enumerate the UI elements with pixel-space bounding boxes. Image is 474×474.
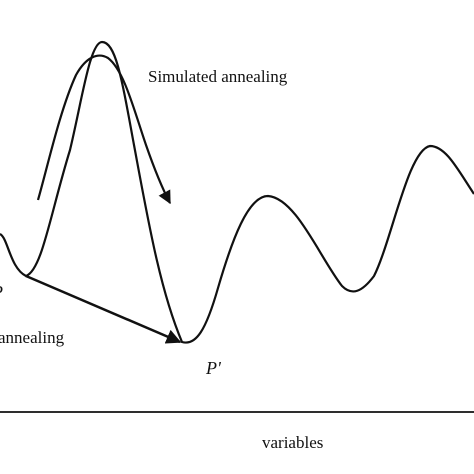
point-p-label: P bbox=[0, 282, 3, 302]
objective-curve bbox=[0, 40, 474, 344]
greedy-descent-arrow bbox=[25, 274, 182, 344]
simulated-annealing-path bbox=[36, 54, 171, 205]
annealing-fragment-label: annealing bbox=[0, 328, 65, 347]
point-p-prime-label: P' bbox=[205, 358, 222, 378]
x-axis-label: variables bbox=[262, 433, 323, 452]
simulated-annealing-label: Simulated annealing bbox=[148, 67, 288, 86]
